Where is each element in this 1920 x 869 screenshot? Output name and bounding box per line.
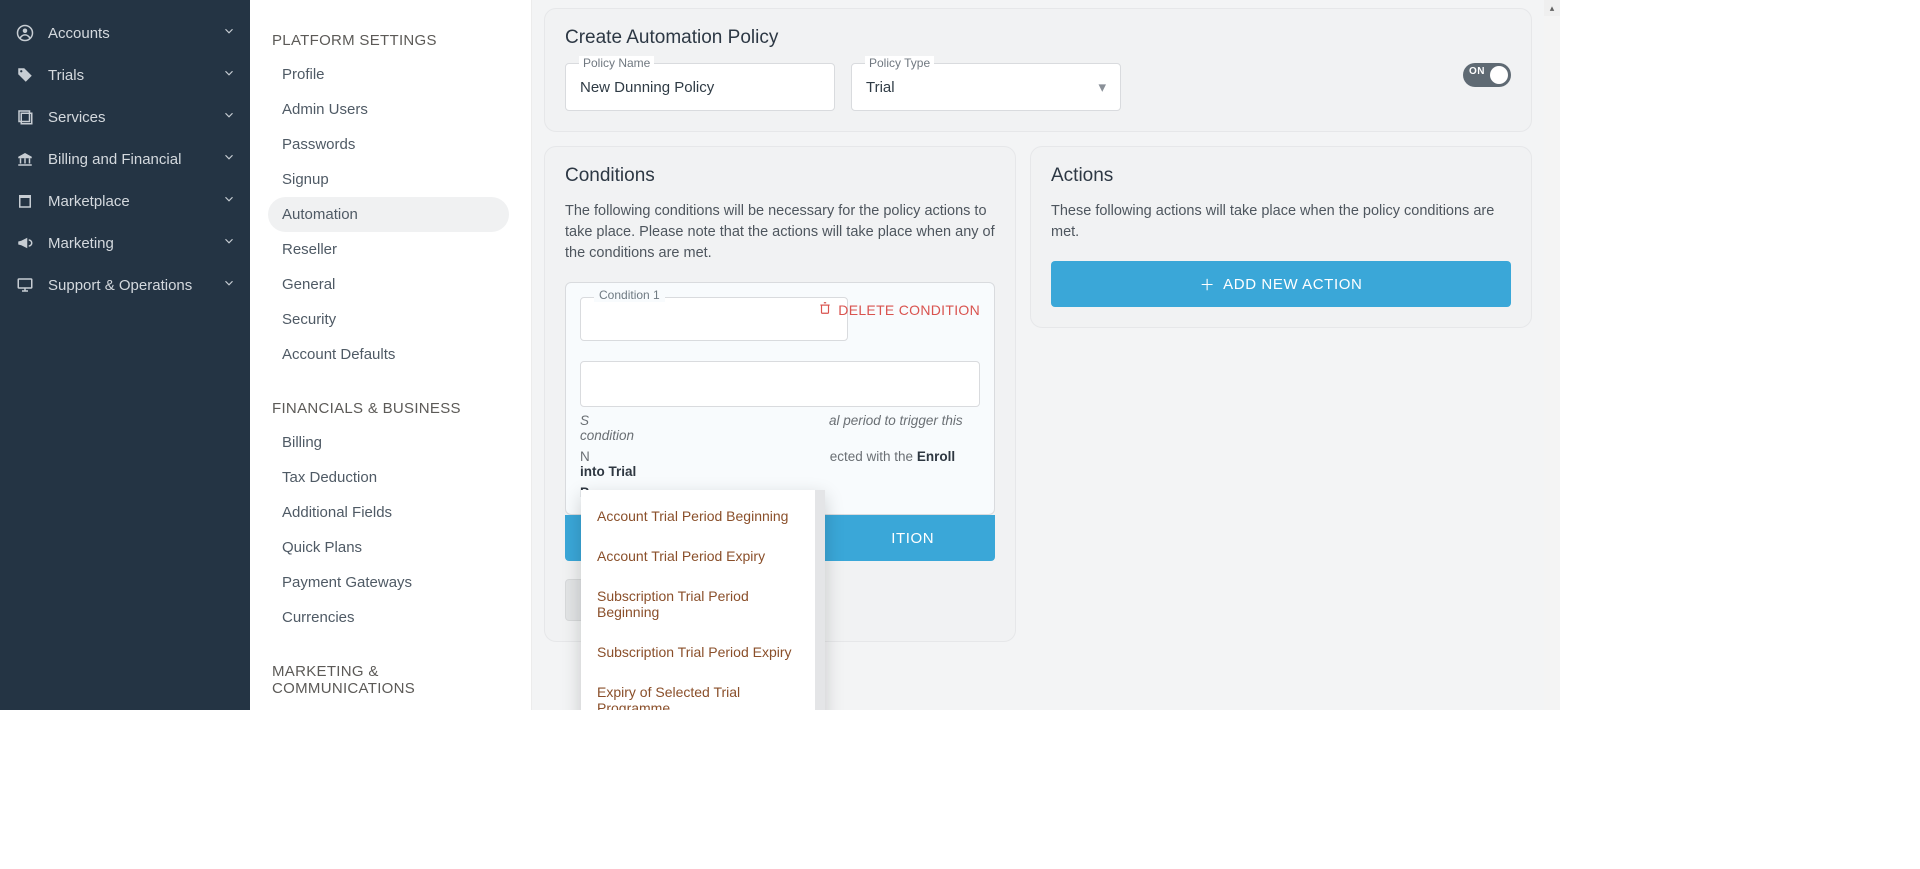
sidebar-label: Trials — [48, 67, 84, 84]
sidebar-item-trials[interactable]: Trials — [0, 54, 250, 96]
actions-description: These following actions will take place … — [1051, 201, 1511, 243]
toggle-on-label: ON — [1469, 66, 1485, 77]
chevron-down-icon — [222, 234, 236, 252]
condition-label: Condition 1 — [594, 288, 665, 302]
chevron-down-icon — [222, 276, 236, 294]
subnav-item-profile[interactable]: Profile — [268, 57, 509, 92]
sidebar-item-services[interactable]: Services — [0, 96, 250, 138]
policy-name-value: New Dunning Policy — [580, 79, 714, 96]
sidebar-item-accounts[interactable]: Accounts — [0, 12, 250, 54]
subnav-item-billing[interactable]: Billing — [268, 425, 509, 460]
sidebar-label: Support & Operations — [48, 277, 192, 294]
card-title: Create Automation Policy — [565, 27, 1511, 49]
user-circle-icon — [14, 22, 36, 44]
subnav-item-payment-gateways[interactable]: Payment Gateways — [268, 565, 509, 600]
subnav-section-title: PLATFORM SETTINGS — [272, 32, 509, 49]
policy-name-label: Policy Name — [579, 56, 654, 70]
tag-icon — [14, 64, 36, 86]
create-policy-card: Create Automation Policy Policy Name New… — [544, 8, 1532, 132]
sidebar-item-billing[interactable]: Billing and Financial — [0, 138, 250, 180]
conditions-card: Conditions The following conditions will… — [544, 146, 1016, 642]
dd-option-sub-trial-expiry[interactable]: Subscription Trial Period Expiry — [581, 632, 825, 672]
note-fragment: N — [580, 449, 590, 464]
dd-option-account-trial-begin[interactable]: Account Trial Period Beginning — [581, 496, 825, 536]
megaphone-icon — [14, 232, 36, 254]
dd-option-sub-trial-begin[interactable]: Subscription Trial Period Beginning — [581, 576, 825, 632]
sidebar-label: Billing and Financial — [48, 151, 181, 168]
main-content: Create Automation Policy Policy Name New… — [532, 0, 1544, 710]
note-fragment: ected with the — [830, 449, 917, 464]
chevron-down-icon — [222, 24, 236, 42]
condition-select[interactable] — [580, 297, 848, 341]
policy-enabled-toggle-wrap: ON — [1451, 63, 1511, 87]
bank-icon — [14, 148, 36, 170]
actions-card: Actions These following actions will tak… — [1030, 146, 1532, 328]
subnav-item-admin-users[interactable]: Admin Users — [268, 92, 509, 127]
card-title: Actions — [1051, 165, 1511, 187]
condition-value-input[interactable] — [580, 361, 980, 407]
policy-type-value: Trial — [866, 79, 895, 96]
layers-icon — [14, 106, 36, 128]
delete-condition-button[interactable]: DELETE CONDITION — [818, 301, 980, 318]
sidebar-label: Accounts — [48, 25, 110, 42]
delete-condition-label: DELETE CONDITION — [838, 302, 980, 318]
hint-fragment: al period to trigger this condition — [580, 413, 963, 443]
chevron-down-icon — [222, 66, 236, 84]
subnav-item-additional-fields[interactable]: Additional Fields — [268, 495, 509, 530]
condition-box: Condition 1 DELETE CONDITION Sal period … — [565, 282, 995, 515]
main-sidebar: Accounts Trials Services Billing and Fin… — [0, 0, 250, 710]
hint-fragment: S — [580, 413, 589, 428]
settings-subnav: PLATFORM SETTINGS Profile Admin Users Pa… — [250, 0, 532, 710]
subnav-item-account-defaults[interactable]: Account Defaults — [268, 337, 509, 372]
sidebar-label: Services — [48, 109, 106, 126]
subnav-item-currencies[interactable]: Currencies — [268, 600, 509, 635]
add-condition-label: ITION — [891, 530, 934, 547]
add-action-label: ADD NEW ACTION — [1223, 276, 1362, 293]
plus-icon: ＋ — [1200, 274, 1216, 295]
subnav-section-title: FINANCIALS & BUSINESS — [272, 400, 509, 417]
caret-down-icon: ▾ — [1098, 78, 1106, 96]
subnav-item-general[interactable]: General — [268, 267, 509, 302]
chevron-down-icon — [222, 150, 236, 168]
subnav-item-reseller[interactable]: Reseller — [268, 232, 509, 267]
subnav-item-quick-plans[interactable]: Quick Plans — [268, 530, 509, 565]
subnav-item-security[interactable]: Security — [268, 302, 509, 337]
monitor-icon — [14, 274, 36, 296]
dd-option-trial-programme-expiry[interactable]: Expiry of Selected Trial Programme — [581, 672, 825, 710]
condition-note: Nected with the Enroll into Trial — [580, 449, 980, 479]
dd-option-account-trial-expiry[interactable]: Account Trial Period Expiry — [581, 536, 825, 576]
add-action-button[interactable]: ＋ ADD NEW ACTION — [1051, 261, 1511, 307]
trash-icon — [818, 301, 832, 318]
condition-dropdown[interactable]: Account Trial Period Beginning Account T… — [581, 490, 825, 710]
subnav-item-signup[interactable]: Signup — [268, 162, 509, 197]
dropdown-scroll-thumb[interactable] — [815, 490, 825, 700]
sidebar-label: Marketplace — [48, 193, 130, 210]
scroll-up-icon[interactable]: ▴ — [1544, 0, 1560, 16]
conditions-description: The following conditions will be necessa… — [565, 201, 995, 264]
sidebar-item-marketplace[interactable]: Marketplace — [0, 180, 250, 222]
card-title: Conditions — [565, 165, 995, 187]
page-scrollbar[interactable]: ▴ — [1544, 0, 1560, 710]
subnav-item-passwords[interactable]: Passwords — [268, 127, 509, 162]
condition-hint: Sal period to trigger this condition — [580, 413, 980, 443]
subnav-section-title: MARKETING & COMMUNICATIONS — [272, 663, 509, 697]
policy-enabled-toggle[interactable]: ON — [1463, 63, 1511, 87]
subnav-item-automation[interactable]: Automation — [268, 197, 509, 232]
policy-type-label: Policy Type — [865, 56, 934, 70]
sidebar-item-support[interactable]: Support & Operations — [0, 264, 250, 306]
sidebar-item-marketing[interactable]: Marketing — [0, 222, 250, 264]
store-icon — [14, 190, 36, 212]
policy-type-select[interactable]: Trial ▾ — [851, 63, 1121, 111]
chevron-down-icon — [222, 192, 236, 210]
policy-name-input[interactable]: New Dunning Policy — [565, 63, 835, 111]
sidebar-label: Marketing — [48, 235, 114, 252]
toggle-knob — [1490, 66, 1508, 84]
chevron-down-icon — [222, 108, 236, 126]
subnav-item-tax-deduction[interactable]: Tax Deduction — [268, 460, 509, 495]
